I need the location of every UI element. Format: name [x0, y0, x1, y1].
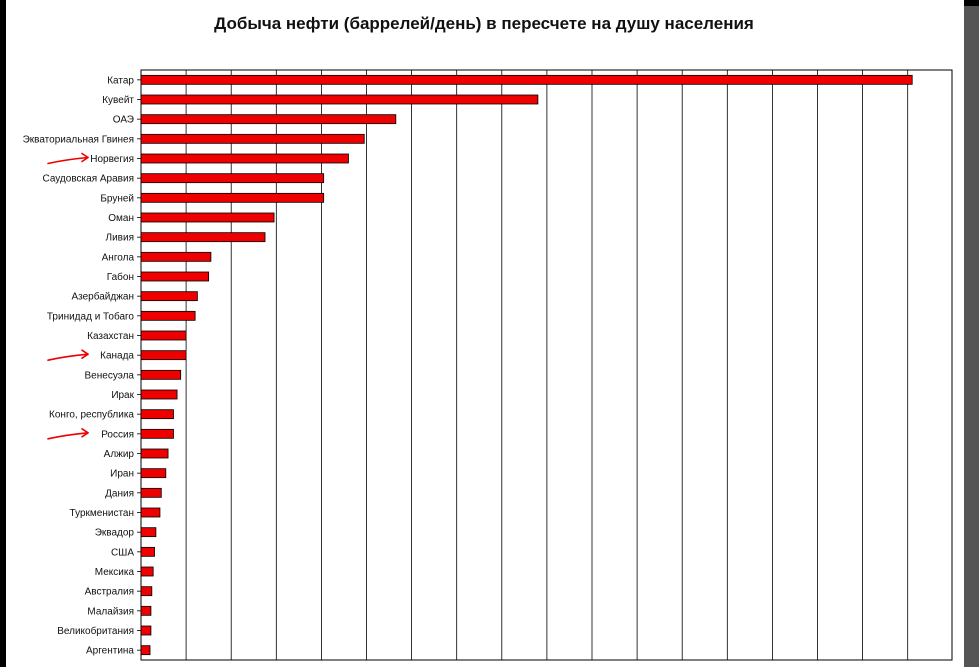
bar: [140, 94, 539, 105]
category-label: США: [111, 547, 134, 558]
category-label: Норвегия: [90, 154, 134, 165]
category-label: Туркменистан: [70, 508, 134, 519]
grid-lines: [140, 69, 953, 661]
bar: [140, 133, 365, 144]
bar: [140, 212, 275, 223]
category-label: Дания: [105, 488, 134, 499]
bar: [140, 173, 325, 184]
category-label: Канада: [100, 351, 134, 362]
category-label: Конго, республика: [49, 409, 134, 421]
bar: [140, 527, 157, 538]
bar: [140, 645, 151, 656]
category-label: Ирак: [111, 390, 134, 401]
category-labels: Катар Кувейт ОАЭ Экваториальная Гвинея Норве…: [23, 75, 141, 657]
bar: [140, 369, 182, 380]
bar: [140, 625, 152, 636]
bar: [140, 310, 196, 321]
category-label: Мексика: [95, 567, 135, 578]
bar: [140, 330, 187, 341]
bar: [140, 409, 174, 420]
annotation-arrow: [47, 152, 89, 165]
bar: [140, 271, 210, 282]
category-label: Алжир: [104, 449, 135, 460]
category-label: Россия: [101, 429, 134, 440]
category-label: Аргентина: [86, 646, 134, 657]
bar: [140, 448, 169, 459]
bar: [140, 605, 152, 616]
category-label: Ливия: [106, 233, 134, 244]
category-label: Габон: [107, 271, 134, 283]
annotation-arrow: [47, 428, 89, 440]
bar: [140, 350, 187, 361]
category-label: Оман: [108, 213, 134, 224]
bar: [140, 586, 153, 597]
category-label: Тринидад и Тобаго: [47, 310, 135, 322]
bar: [140, 232, 266, 243]
bar: [140, 389, 178, 400]
bar: [140, 192, 325, 203]
category-label: Экваториальная Гвинея: [23, 134, 134, 145]
category-label: Иран: [110, 469, 134, 480]
bar: [140, 291, 198, 302]
bar: [140, 566, 154, 577]
category-label: Ангола: [102, 252, 135, 263]
bar: [140, 546, 155, 557]
bar: [140, 153, 349, 164]
bar: [140, 507, 161, 518]
category-label: Венесуэла: [85, 370, 135, 381]
category-label: Великобритания: [57, 625, 134, 637]
category-label: Эквадор: [95, 528, 135, 539]
category-label: ОАЭ: [113, 115, 134, 126]
category-label: Бруней: [100, 193, 134, 204]
bar: [140, 251, 212, 262]
frame-shadow: [964, 6, 979, 667]
chart-title: Добыча нефти (баррелей/день) в пересчете…: [214, 14, 754, 33]
bar: [140, 468, 167, 479]
category-label: Азербайджан: [71, 291, 134, 303]
bar: [140, 114, 397, 125]
bar: [140, 428, 174, 439]
category-label: Катар: [107, 75, 134, 86]
category-label: Саудовская Аравия: [42, 174, 134, 185]
category-label: Малайзия: [87, 606, 134, 617]
annotation-arrow: [47, 349, 89, 361]
annotation-arrows: [47, 152, 89, 440]
bar: [140, 74, 913, 85]
category-label: Австралия: [85, 587, 134, 598]
category-label: Казахстан: [87, 331, 134, 342]
bar: [140, 487, 162, 498]
bars: [140, 74, 913, 656]
category-label: Кувейт: [102, 95, 134, 106]
